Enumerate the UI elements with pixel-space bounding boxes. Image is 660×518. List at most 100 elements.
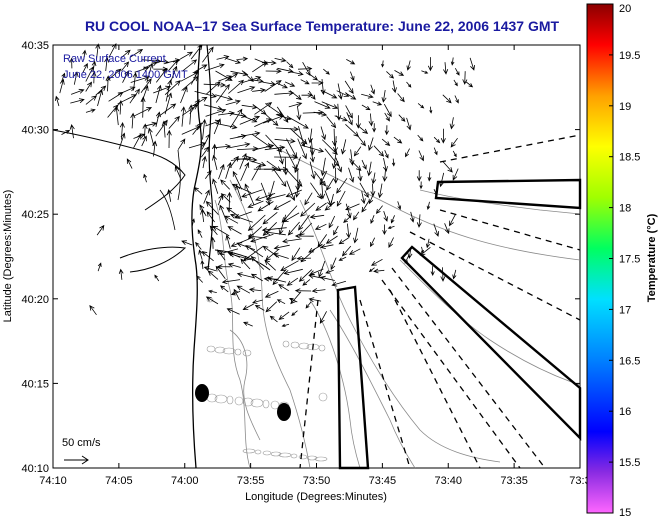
current-vector <box>406 60 411 71</box>
current-vector <box>216 249 226 261</box>
current-vector <box>69 123 75 139</box>
current-vector <box>304 192 313 206</box>
lane-boundary-dashed <box>409 231 581 321</box>
current-vector <box>236 272 255 279</box>
current-vector <box>232 170 243 190</box>
colorbar-tick-label: 15.5 <box>619 457 640 469</box>
current-vector <box>308 297 322 303</box>
current-vector <box>314 223 327 230</box>
current-vector <box>382 168 388 182</box>
isobath-line <box>419 189 581 215</box>
current-vector <box>324 201 336 211</box>
current-vector <box>264 145 286 151</box>
current-vector <box>182 59 198 72</box>
current-vector <box>370 215 375 224</box>
current-vector <box>73 71 79 85</box>
current-vector <box>418 150 424 162</box>
current-vector <box>147 127 155 146</box>
current-vector <box>356 134 366 147</box>
current-vector <box>118 132 126 150</box>
current-vector <box>233 288 240 301</box>
current-vector <box>297 138 307 160</box>
current-vector <box>69 57 74 69</box>
current-vector <box>180 51 193 60</box>
lane-boundary-dashed <box>359 299 411 469</box>
current-vector <box>264 230 286 236</box>
current-vector <box>204 170 212 179</box>
y-tick-label: 40:15 <box>21 378 49 390</box>
current-vector <box>237 86 256 94</box>
current-vector <box>200 259 205 270</box>
isobath-patch <box>298 454 308 460</box>
current-vector <box>202 46 214 63</box>
current-vector <box>393 136 403 144</box>
isobath-patch <box>234 396 244 406</box>
current-vector <box>203 189 210 204</box>
current-vector <box>350 71 355 82</box>
current-vector <box>97 262 102 272</box>
current-vector <box>286 61 294 69</box>
current-vector <box>154 274 160 282</box>
current-vector <box>283 157 289 176</box>
current-vector <box>155 67 168 83</box>
current-vector <box>368 137 374 151</box>
x-tick-label: 73:3 <box>569 475 590 487</box>
current-vector <box>450 137 458 148</box>
current-vector <box>320 157 326 177</box>
current-vector <box>166 189 172 202</box>
current-vector <box>237 157 258 163</box>
current-vector <box>361 93 374 99</box>
current-vector <box>152 140 158 157</box>
current-vector <box>348 248 361 255</box>
current-vector <box>338 237 349 245</box>
current-vector <box>211 143 218 158</box>
channel-outline-southeast <box>400 245 582 441</box>
current-vector <box>198 249 203 260</box>
current-vector <box>228 142 251 149</box>
current-vector <box>366 161 372 177</box>
current-vector <box>343 215 352 224</box>
x-tick-label: 73:50 <box>303 475 331 487</box>
current-vector <box>168 115 180 129</box>
current-vector <box>333 167 339 184</box>
current-vector <box>308 244 322 253</box>
current-vector <box>315 202 327 211</box>
current-vector <box>188 104 194 125</box>
current-vector <box>132 72 138 91</box>
current-vector <box>284 81 296 87</box>
current-vector <box>345 203 360 211</box>
current-vector <box>192 96 208 107</box>
current-vector <box>193 186 203 195</box>
current-vector <box>212 178 219 194</box>
current-vector <box>199 204 207 217</box>
current-vector <box>250 233 274 243</box>
current-vector <box>133 133 142 148</box>
current-vector <box>335 157 343 173</box>
current-vector <box>129 88 140 104</box>
current-vector <box>216 264 231 270</box>
y-tick-label: 40:30 <box>21 125 49 137</box>
current-vector <box>308 90 316 100</box>
current-vector <box>104 56 110 71</box>
current-vector <box>368 267 375 273</box>
isobath-patch <box>222 347 236 355</box>
current-vector <box>265 68 282 74</box>
current-vector <box>239 115 261 125</box>
current-vector <box>96 224 105 236</box>
current-vector <box>61 129 71 135</box>
current-vector <box>226 308 240 315</box>
current-vector <box>334 115 348 122</box>
current-vector <box>317 234 328 248</box>
current-vector <box>386 71 395 79</box>
isobath-patch <box>250 398 264 408</box>
current-vector <box>287 221 300 236</box>
current-vector <box>220 179 230 190</box>
current-vector <box>294 288 312 294</box>
current-vector <box>212 154 218 171</box>
isobath-patch <box>314 456 328 462</box>
current-vector <box>55 95 60 107</box>
current-vector <box>241 75 262 84</box>
station-marker <box>195 384 209 402</box>
current-vector <box>336 190 346 207</box>
